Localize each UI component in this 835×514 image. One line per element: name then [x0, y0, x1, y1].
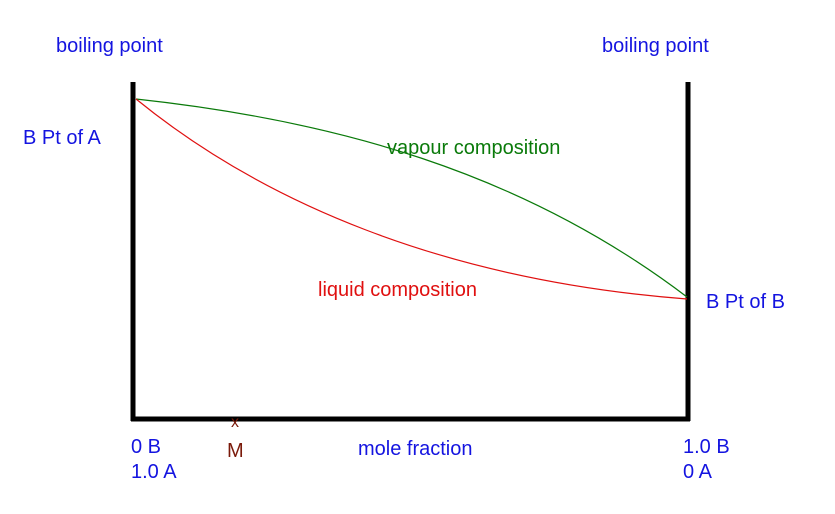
- mixture-marker-label: M: [227, 440, 244, 462]
- liquid-curve-label: liquid composition: [318, 279, 477, 301]
- left-axis-title: boiling point: [56, 35, 163, 57]
- mixture-marker-x: x: [231, 414, 239, 431]
- x-axis-title: mole fraction: [358, 438, 473, 460]
- right-axis-title: boiling point: [602, 35, 709, 57]
- liquid-composition-curve: [135, 98, 688, 300]
- right-end-a-fraction: 0 A: [683, 461, 712, 483]
- right-end-b-fraction: 1.0 B: [683, 436, 730, 458]
- left-end-a-fraction: 1.0 A: [131, 461, 177, 483]
- left-end-b-fraction: 0 B: [131, 436, 162, 458]
- boiling-point-b-label: B Pt of B: [706, 291, 785, 313]
- vapour-composition-curve: [135, 98, 688, 298]
- boiling-point-a-label: B Pt of A: [23, 127, 101, 149]
- vapour-curve-label: vapour composition: [387, 137, 561, 159]
